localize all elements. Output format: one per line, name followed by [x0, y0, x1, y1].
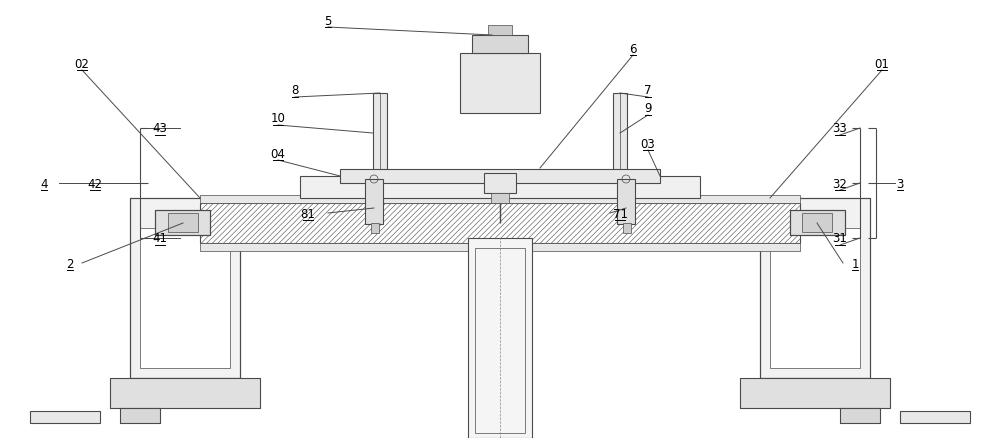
Bar [623, 223, 631, 233]
Text: 71: 71 [612, 207, 628, 220]
Bar [140, 229, 230, 368]
Bar [760, 198, 870, 378]
Text: 31: 31 [833, 232, 847, 245]
Bar [373, 94, 387, 173]
Bar [740, 378, 890, 408]
Text: 33: 33 [833, 122, 847, 135]
Text: 2: 2 [66, 257, 74, 270]
Bar [168, 213, 198, 233]
Bar [790, 211, 845, 236]
Bar [900, 411, 970, 423]
Bar [130, 198, 240, 378]
Bar [120, 408, 160, 423]
Bar [371, 223, 379, 233]
Bar [460, 54, 540, 114]
Bar [613, 94, 627, 173]
Bar [770, 229, 860, 368]
Bar [488, 26, 512, 36]
Text: 04: 04 [271, 147, 285, 160]
Text: 1: 1 [851, 257, 859, 270]
Bar [740, 378, 890, 408]
Text: 6: 6 [629, 42, 637, 55]
Text: 42: 42 [88, 177, 103, 190]
Bar [472, 36, 528, 54]
Bar [790, 211, 845, 236]
Bar [110, 378, 260, 408]
Bar [200, 244, 800, 251]
Text: 03: 03 [641, 137, 655, 150]
Bar [491, 194, 509, 204]
Bar [200, 204, 800, 244]
Text: 4: 4 [40, 177, 48, 190]
Text: 41: 41 [153, 232, 168, 245]
Bar [484, 173, 516, 194]
Text: 7: 7 [644, 84, 652, 97]
Bar [365, 180, 383, 225]
Bar [110, 378, 260, 408]
Text: 9: 9 [644, 102, 652, 115]
Bar [802, 213, 832, 233]
Bar [300, 177, 700, 198]
Bar [120, 408, 160, 423]
Bar [475, 248, 525, 433]
Bar [840, 408, 880, 423]
Text: 43: 43 [153, 122, 167, 135]
Bar [155, 211, 210, 236]
Text: 3: 3 [896, 177, 904, 190]
Bar [468, 238, 532, 438]
Bar [760, 198, 870, 378]
Text: 81: 81 [301, 207, 315, 220]
Bar [155, 211, 210, 236]
Bar [200, 195, 800, 204]
Text: 32: 32 [833, 177, 847, 190]
Bar [340, 170, 660, 184]
Bar [130, 198, 240, 378]
Text: 8: 8 [291, 84, 299, 97]
Text: 02: 02 [75, 57, 89, 71]
Bar [30, 411, 100, 423]
Bar [840, 408, 880, 423]
Text: 01: 01 [875, 57, 889, 71]
Bar [617, 180, 635, 225]
Text: 5: 5 [324, 14, 332, 28]
Text: 10: 10 [271, 112, 285, 125]
